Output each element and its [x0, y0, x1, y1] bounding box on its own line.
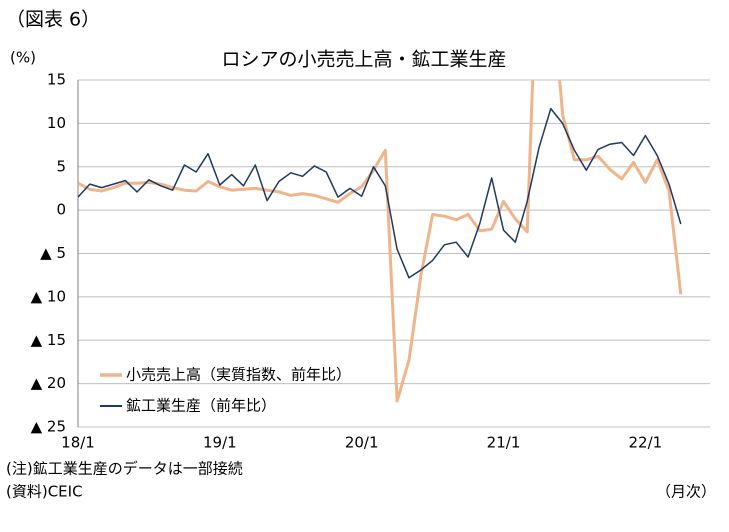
- chart-title: ロシアの小売売上高・鉱工業生産: [221, 49, 506, 71]
- legend-label: 小売売上高（実質指数、前年比）: [126, 366, 351, 384]
- series-line: [78, 107, 682, 279]
- y-tick-label: ▲ 5: [40, 244, 66, 262]
- note: (注)鉱工業生産のデータは一部接続: [6, 460, 243, 478]
- y-unit-label: (%): [10, 49, 36, 67]
- x-tick-label: 21/1: [487, 434, 521, 452]
- y-tick-label: 5: [56, 157, 66, 175]
- x-tick-label: 19/1: [203, 434, 237, 452]
- plot-area: [78, 80, 683, 403]
- y-tick-label: ▲ 25: [31, 418, 66, 436]
- legend-label: 鉱工業生産（前年比）: [126, 397, 276, 415]
- y-tick-label: 15: [47, 71, 66, 89]
- x-unit-label: （月次）: [656, 483, 716, 501]
- x-tick-label: 22/1: [629, 434, 663, 452]
- y-tick-label: 0: [56, 201, 66, 219]
- x-tick-label: 20/1: [345, 434, 379, 452]
- y-tick-label: 10: [47, 114, 66, 132]
- y-tick-label: ▲ 20: [31, 374, 66, 392]
- x-tick-label: 18/1: [61, 434, 95, 452]
- figure-label: （図表 6）: [6, 9, 100, 31]
- y-tick-label: ▲ 10: [31, 287, 66, 305]
- y-tick-label: ▲ 15: [31, 331, 66, 349]
- source: (資料)CEIC: [6, 483, 83, 501]
